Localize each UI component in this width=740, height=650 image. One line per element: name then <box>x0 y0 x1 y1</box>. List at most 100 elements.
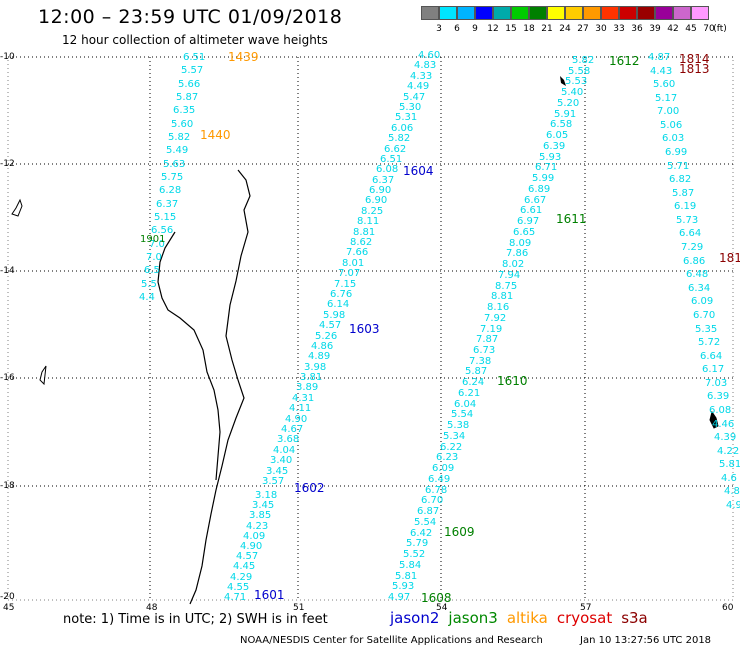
lat-label: -12 <box>0 159 15 169</box>
time-label: 1609 <box>444 525 475 539</box>
legend-label: 9 <box>472 24 478 34</box>
footer-note: note: 1) Time is in UTC; 2) SWH is in fe… <box>63 612 328 627</box>
wave-height-value: 8.81 <box>491 291 514 302</box>
legend-swatch <box>529 6 547 20</box>
reunion-coastline <box>709 410 719 429</box>
wave-height-value: 6.08 <box>376 164 399 175</box>
wave-height-value: 6.39 <box>543 141 566 152</box>
wave-height-value: 5.47 <box>403 92 426 103</box>
lat-label: -18 <box>0 481 15 491</box>
time-label: 1440 <box>200 128 231 142</box>
wave-height-value: 7.00 <box>657 106 680 117</box>
wave-height-value: 6.5 <box>144 265 160 276</box>
wave-height-value: 6.14 <box>327 299 350 310</box>
wave-height-value: 7.0 <box>149 239 165 250</box>
wave-height-value: 6.08 <box>709 405 732 416</box>
wave-height-value: 7.66 <box>346 247 369 258</box>
wave-height-value: 6.04 <box>454 399 477 410</box>
wave-height-value: 4.55 <box>227 582 250 593</box>
wave-height-value: 8.16 <box>487 302 510 313</box>
wave-height-value: 6.58 <box>550 119 573 130</box>
wave-height-value: 5.82 <box>572 55 595 66</box>
wave-height-value: 6.64 <box>679 228 702 239</box>
legend-swatch <box>547 6 565 20</box>
wave-height-value: 6.62 <box>384 144 407 155</box>
wave-height-value: 3.18 <box>255 490 278 501</box>
mission-s3a: s3a <box>621 609 648 627</box>
wave-height-value: 7.38 <box>469 356 492 367</box>
wave-height-value: 5.60 <box>653 79 676 90</box>
wave-height-value: 5.31 <box>395 112 418 123</box>
wave-height-value: 8.25 <box>361 206 384 217</box>
madagascar-west-coast <box>157 231 221 481</box>
wave-height-value: 5.98 <box>323 310 346 321</box>
wave-height-value: 5.38 <box>447 420 470 431</box>
wave-height-value: 5.93 <box>392 581 415 592</box>
wave-height-value: 3.81 <box>300 372 323 383</box>
wave-height-value: 3.68 <box>277 434 300 445</box>
wave-height-value: 4.71 <box>224 592 247 603</box>
page-subtitle: 12 hour collection of altimeter wave hei… <box>62 33 328 47</box>
wave-height-value: 6.34 <box>688 283 711 294</box>
wave-height-value: 6.87 <box>417 506 440 517</box>
wave-height-value: 5.54 <box>414 517 437 528</box>
island-coastline <box>11 198 47 386</box>
wave-height-value: 5.54 <box>451 409 474 420</box>
wave-height-value: 6.03 <box>662 133 685 144</box>
legend-swatch <box>601 6 619 20</box>
legend-label: 6 <box>454 24 460 34</box>
legend-label: 33 <box>613 24 625 34</box>
wave-height-value: 6.39 <box>707 391 730 402</box>
wave-height-value: 6.89 <box>528 184 551 195</box>
wave-height-value: 4.49 <box>407 81 430 92</box>
time-label: 1601 <box>254 588 285 602</box>
wave-height-value: 5.63 <box>163 159 186 170</box>
wave-height-value: 4.23 <box>246 521 269 532</box>
wave-height-value: 7.07 <box>338 268 361 279</box>
wave-height-value: 5.40 <box>561 87 584 98</box>
time-label: 181 <box>719 251 740 265</box>
credit-line: NOAA/NESDIS Center for Satellite Applica… <box>240 635 543 646</box>
wave-height-value: 4.83 <box>414 60 437 71</box>
mission-jason3: jason3 <box>448 609 498 627</box>
mauritius-coastline <box>560 76 566 86</box>
wave-height-value: 5.20 <box>557 98 580 109</box>
wave-height-value: 6.28 <box>159 185 182 196</box>
legend-swatch <box>493 6 511 20</box>
wave-height-value: 4.33 <box>410 71 433 82</box>
legend-label: 3 <box>436 24 442 34</box>
wave-height-value: 5.15 <box>154 212 177 223</box>
wave-height-value: 4.39 <box>714 432 737 443</box>
wave-height-value: 7.03 <box>705 378 728 389</box>
wave-height-value: 6.17 <box>702 364 725 375</box>
legend-label: 18 <box>523 24 535 34</box>
legend-label: 36 <box>631 24 643 34</box>
wave-height-value: 5.81 <box>719 459 740 470</box>
lon-label: 48 <box>146 603 158 613</box>
wave-height-value: 4.67 <box>281 424 304 435</box>
lon-label: 45 <box>3 603 15 613</box>
wave-height-value: 5.71 <box>667 161 690 172</box>
wave-height-value: 4.45 <box>233 561 256 572</box>
wave-height-value: 5.17 <box>655 93 678 104</box>
wave-height-value: 4.60 <box>418 50 441 61</box>
wave-height-value: 4.90 <box>240 541 263 552</box>
wave-height-value: 4.8 <box>724 486 740 497</box>
legend-swatch <box>655 6 673 20</box>
wave-height-value: 5.34 <box>443 431 466 442</box>
wave-height-value: 3.57 <box>262 476 285 487</box>
wave-height-value: 7.15 <box>334 279 357 290</box>
time-label: 1610 <box>497 374 528 388</box>
wave-height-value: 6.99 <box>665 147 688 158</box>
wave-height-value: 6.37 <box>156 199 179 210</box>
wave-height-value: 6.67 <box>524 195 547 206</box>
generation-timestamp: Jan 10 13:27:56 UTC 2018 <box>580 635 712 646</box>
wave-height-value: 5.81 <box>395 571 418 582</box>
wave-height-value: 7.86 <box>506 248 529 259</box>
wave-height-value: 6.42 <box>410 528 433 539</box>
wave-height-value: 3.45 <box>266 466 289 477</box>
time-label: 1604 <box>403 164 434 178</box>
wave-height-value: 7.19 <box>480 324 503 335</box>
wave-height-value: 6.61 <box>520 205 543 216</box>
